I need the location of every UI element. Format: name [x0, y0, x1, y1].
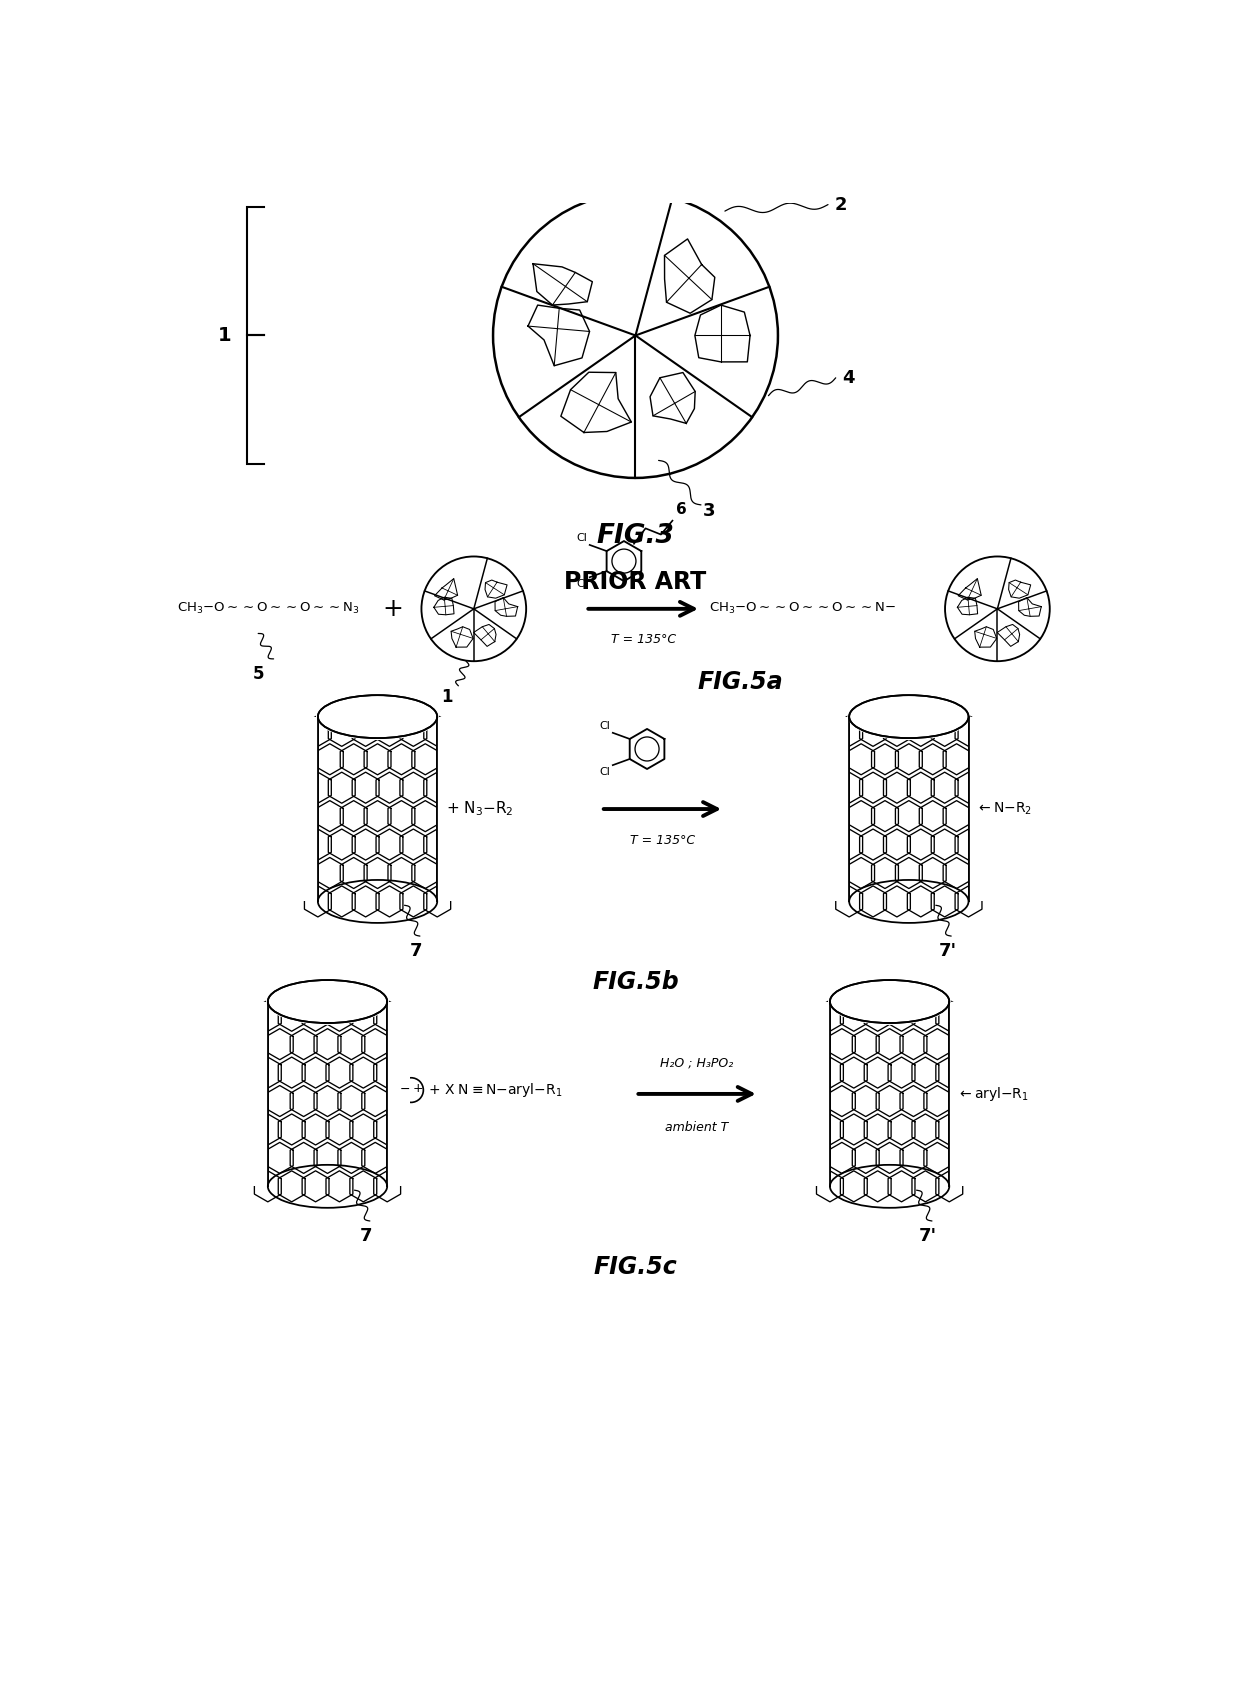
- Text: 7: 7: [360, 1227, 372, 1245]
- Text: T = 135°C: T = 135°C: [630, 834, 694, 846]
- Text: FIG.5b: FIG.5b: [593, 970, 678, 995]
- FancyBboxPatch shape: [244, 1002, 268, 1186]
- Text: 2: 2: [835, 196, 847, 213]
- Text: Cl: Cl: [600, 766, 610, 777]
- Text: H₂O ; H₃PO₂: H₂O ; H₃PO₂: [661, 1056, 734, 1069]
- Ellipse shape: [847, 694, 971, 739]
- Text: $-$: $-$: [398, 1083, 409, 1095]
- Text: 6: 6: [676, 503, 687, 516]
- Text: $+$ N$_3$$-$R$_2$: $+$ N$_3$$-$R$_2$: [446, 800, 515, 819]
- FancyBboxPatch shape: [826, 717, 849, 902]
- Text: 7': 7': [919, 1227, 937, 1245]
- FancyBboxPatch shape: [387, 1002, 410, 1186]
- Text: $+$: $+$: [413, 1083, 424, 1095]
- Ellipse shape: [828, 978, 951, 1025]
- Text: FIG.3: FIG.3: [596, 523, 675, 548]
- Text: T = 135°C: T = 135°C: [610, 633, 676, 646]
- Text: Cl: Cl: [577, 533, 588, 543]
- Text: Cl: Cl: [577, 579, 588, 589]
- Text: 5: 5: [253, 665, 264, 684]
- FancyBboxPatch shape: [807, 1002, 830, 1186]
- Text: $\leftarrow$N$-$R$_2$: $\leftarrow$N$-$R$_2$: [976, 800, 1032, 817]
- Text: +: +: [382, 597, 403, 621]
- Ellipse shape: [316, 694, 439, 739]
- FancyBboxPatch shape: [295, 717, 317, 902]
- Text: $\leftarrow$aryl$-$R$_1$: $\leftarrow$aryl$-$R$_1$: [957, 1085, 1029, 1103]
- Text: 4: 4: [842, 369, 854, 387]
- Text: 1: 1: [218, 327, 232, 345]
- Text: 1: 1: [441, 689, 453, 706]
- FancyBboxPatch shape: [950, 1002, 972, 1186]
- Text: $+$ X N$\equiv$N$-$aryl$-$R$_1$: $+$ X N$\equiv$N$-$aryl$-$R$_1$: [428, 1081, 562, 1100]
- Ellipse shape: [265, 978, 389, 1025]
- Text: CH$_3$$-$O$\sim\sim$O$\sim\sim$O$\sim\sim$N$-$: CH$_3$$-$O$\sim\sim$O$\sim\sim$O$\sim\si…: [708, 601, 895, 616]
- Text: ambient T: ambient T: [666, 1120, 729, 1134]
- Text: 7: 7: [409, 942, 423, 961]
- Text: Cl: Cl: [600, 721, 610, 731]
- FancyBboxPatch shape: [968, 717, 992, 902]
- Text: 7': 7': [939, 942, 956, 961]
- Text: PRIOR ART: PRIOR ART: [564, 570, 707, 594]
- Text: FIG.5a: FIG.5a: [697, 670, 782, 694]
- Text: FIG.5c: FIG.5c: [594, 1255, 677, 1279]
- FancyBboxPatch shape: [438, 717, 460, 902]
- Text: CH$_3$$-$O$\sim\sim$O$\sim\sim$O$\sim\sim$N$_3$: CH$_3$$-$O$\sim\sim$O$\sim\sim$O$\sim\si…: [177, 601, 360, 616]
- Text: 3: 3: [703, 503, 715, 519]
